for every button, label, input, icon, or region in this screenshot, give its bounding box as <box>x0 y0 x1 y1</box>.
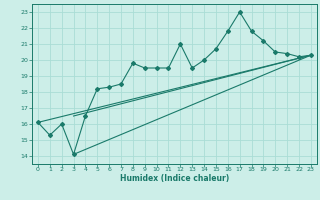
X-axis label: Humidex (Indice chaleur): Humidex (Indice chaleur) <box>120 174 229 183</box>
